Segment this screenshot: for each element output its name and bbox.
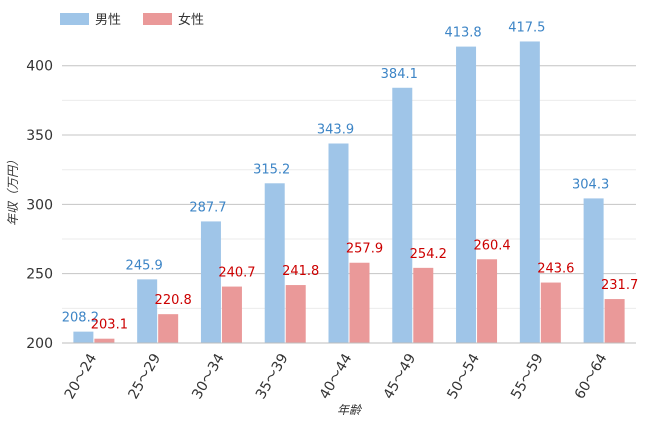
- y-tick-label: 350: [26, 128, 53, 144]
- bar-male[interactable]: [456, 46, 477, 343]
- bar-female[interactable]: [413, 267, 434, 343]
- bar-male[interactable]: [137, 279, 158, 343]
- legend-swatch-male: [60, 12, 89, 25]
- legend-item-male[interactable]: 男性: [60, 9, 121, 28]
- data-label-female: 220.8: [155, 293, 192, 308]
- data-label-male: 208.2: [62, 311, 99, 326]
- bar-female[interactable]: [349, 262, 370, 343]
- legend-label-female: 女性: [178, 13, 205, 28]
- y-axis: 200 250 300 350 400: [26, 59, 53, 352]
- bar-female[interactable]: [94, 338, 115, 343]
- bar-female[interactable]: [477, 259, 498, 343]
- bar-male[interactable]: [583, 198, 604, 343]
- bar-female[interactable]: [604, 299, 625, 343]
- bars: [73, 41, 625, 344]
- bar-male[interactable]: [200, 221, 221, 343]
- data-label-female: 203.1: [91, 318, 128, 333]
- y-tick-label: 300: [26, 197, 53, 213]
- bar-male[interactable]: [264, 183, 285, 343]
- data-label-female: 254.2: [410, 247, 447, 262]
- bar-male[interactable]: [519, 41, 540, 343]
- x-tick-label: 50〜54: [444, 351, 483, 402]
- bar-female[interactable]: [158, 314, 179, 343]
- bar-male[interactable]: [73, 331, 94, 343]
- x-axis: 20〜24 25〜29 30〜34 35〜39 40〜44 45〜49 50〜54 55〜59…: [62, 342, 636, 402]
- x-axis-title: 年齢: [337, 403, 363, 417]
- legend-item-female[interactable]: 女性: [143, 9, 204, 28]
- legend-swatch-female: [143, 12, 173, 25]
- x-tick-label: 25〜29: [125, 351, 164, 402]
- y-tick-label: 400: [26, 59, 53, 75]
- x-tick-label: 40〜44: [317, 351, 356, 402]
- bar-female[interactable]: [540, 282, 561, 343]
- x-tick-label: 35〜39: [253, 351, 292, 402]
- data-label-male: 315.2: [253, 162, 290, 177]
- data-label-female: 243.6: [537, 262, 574, 277]
- data-label-male: 413.8: [444, 26, 481, 41]
- data-label-male: 287.7: [189, 200, 226, 215]
- data-label-male: 343.9: [317, 123, 354, 138]
- y-axis-title: 年収（万円）: [6, 154, 20, 226]
- chart-legend: 男性 女性: [60, 9, 204, 28]
- data-label-male: 417.5: [508, 20, 545, 35]
- legend-label-male: 男性: [95, 13, 122, 28]
- bar-female[interactable]: [221, 286, 242, 343]
- data-label-male: 304.3: [572, 177, 609, 192]
- grid-lines: [62, 65, 636, 344]
- bar-male[interactable]: [328, 143, 349, 343]
- x-tick-label: 45〜49: [381, 351, 420, 402]
- x-tick-label: 20〜24: [62, 351, 101, 402]
- x-tick-label: 60〜64: [572, 351, 611, 402]
- data-label-female: 241.8: [282, 264, 319, 279]
- data-label-female: 260.4: [473, 238, 510, 253]
- x-tick-label: 30〜34: [189, 351, 228, 402]
- data-label-female: 257.9: [346, 242, 383, 257]
- bar-female[interactable]: [285, 285, 306, 343]
- y-tick-label: 200: [26, 336, 53, 352]
- data-label-male: 384.1: [381, 67, 418, 82]
- data-label-male: 245.9: [126, 258, 163, 273]
- data-label-female: 231.7: [601, 278, 638, 293]
- y-tick-label: 250: [26, 267, 53, 283]
- data-label-female: 240.7: [218, 266, 255, 281]
- x-tick-label: 55〜59: [508, 351, 547, 402]
- bar-male[interactable]: [392, 87, 413, 344]
